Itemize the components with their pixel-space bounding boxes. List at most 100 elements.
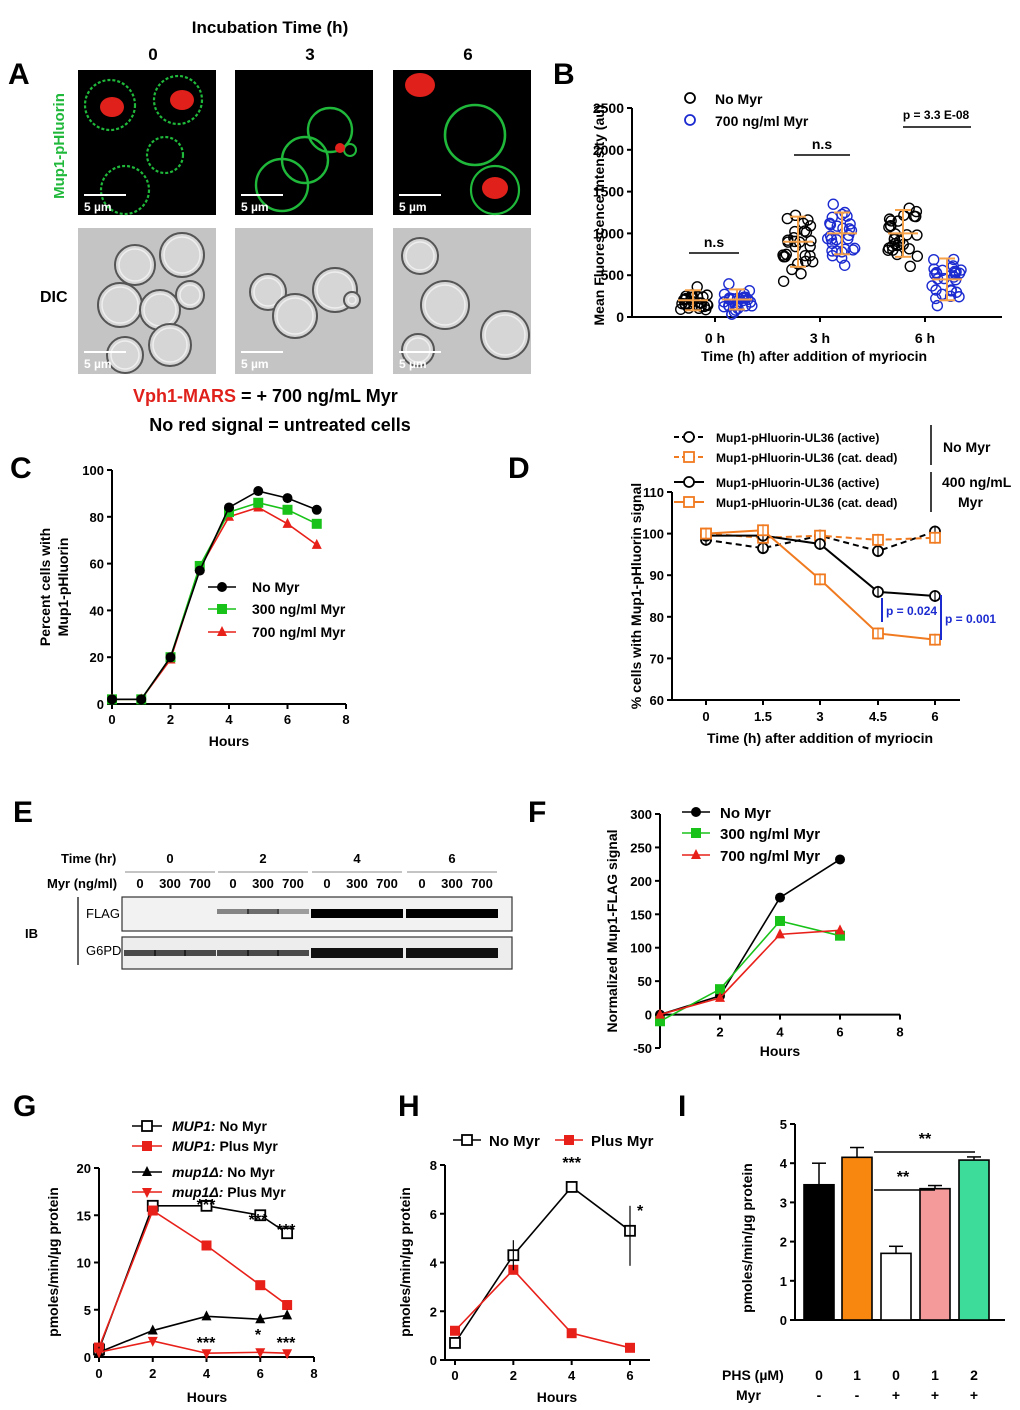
dose-label: 0	[323, 876, 330, 891]
legend-marker	[684, 92, 696, 104]
legend-marker	[142, 1188, 152, 1198]
dic-cell-halo	[347, 295, 357, 305]
myr-value: +	[970, 1387, 978, 1403]
annotation: p = 3.3 E-08	[903, 108, 970, 122]
phs-value: 0	[892, 1367, 900, 1383]
data-point	[254, 1209, 267, 1222]
data-point	[94, 1348, 104, 1359]
tick-label: 4	[776, 1025, 784, 1040]
scatter-point	[882, 244, 894, 256]
tick-label: 0	[645, 1008, 652, 1023]
panel-letter-e: E	[13, 796, 33, 829]
legend-marker	[141, 1120, 153, 1132]
tick-label: 0	[616, 309, 624, 325]
blot-band	[217, 909, 249, 914]
data-point	[282, 504, 293, 515]
dic-cell-halo	[163, 236, 201, 274]
blot-band	[341, 909, 373, 918]
scale-label: 5 µm	[84, 200, 112, 214]
data-point	[449, 1337, 461, 1349]
tick-label: 1	[780, 1274, 787, 1289]
data-point	[835, 924, 845, 935]
legend-group: Myr	[958, 494, 983, 510]
dose-label: 700	[376, 876, 398, 891]
blot-band	[247, 950, 279, 956]
tick-label: 0	[84, 1350, 91, 1365]
tick-label: 80	[90, 510, 104, 525]
dic-cell-halo	[276, 297, 314, 335]
data-point	[136, 694, 147, 705]
tick-label: 250	[630, 840, 652, 855]
y-axis-label: Normalized Mup1-FLAG signal	[604, 829, 620, 1032]
time-label: 0	[148, 45, 157, 64]
dic-cell-halo	[424, 284, 466, 326]
tick-label: 50	[638, 974, 652, 989]
legend-marker	[461, 1134, 473, 1146]
annotation: p = 0.024	[886, 604, 937, 618]
legend-marker	[217, 626, 227, 636]
blot-band	[277, 950, 309, 956]
tick-label: 300	[630, 807, 652, 822]
scatter-point	[885, 215, 897, 227]
legend-label: No Myr	[252, 579, 300, 595]
vacuole-signal	[405, 73, 435, 97]
data-point	[835, 854, 845, 865]
tick-label: 60	[650, 693, 664, 708]
y-axis-label: % cells with Mup1-pHluorin signal	[628, 483, 644, 709]
tick-label: 5	[780, 1117, 787, 1132]
scatter-point	[930, 267, 943, 280]
legend-marker	[683, 476, 695, 488]
category-label: 6 h	[915, 330, 935, 346]
scatter-point	[904, 260, 916, 273]
legend-marker	[683, 451, 695, 463]
phs-value: 1	[931, 1367, 939, 1383]
category-label: 0 h	[705, 330, 725, 346]
y-axis-label: pmoles/min/µg protein	[45, 1187, 61, 1337]
data-point	[715, 984, 725, 995]
data-point	[775, 892, 785, 903]
data-point	[201, 1240, 212, 1251]
ib-label: IB	[25, 926, 38, 941]
dic-cell-halo	[179, 284, 201, 306]
tick-label: 4	[225, 712, 233, 727]
data-point	[281, 1227, 294, 1240]
vacuole-signal	[482, 177, 508, 199]
scatter-point	[847, 244, 859, 256]
tick-label: 10	[77, 1256, 91, 1271]
tick-label: 100	[642, 527, 664, 542]
tick-label: 0	[702, 709, 709, 724]
annotation: n.s	[704, 234, 724, 250]
scatter-point	[789, 209, 802, 222]
scale-label: 5 µm	[399, 200, 427, 214]
tick-label: 6	[257, 1366, 264, 1381]
series-line	[659, 920, 841, 1022]
tick-label: 20	[90, 650, 104, 665]
scatter-point	[903, 202, 915, 214]
annotation: **	[919, 1131, 932, 1148]
data-point	[715, 991, 725, 1002]
panel-letter-i: I	[678, 1090, 686, 1123]
tick-label: 2	[167, 712, 174, 727]
tick-label: 2	[716, 1025, 723, 1040]
annotation: ***	[277, 1335, 296, 1352]
legend-label: Mup1-pHluorin-UL36 (cat. dead)	[716, 451, 897, 465]
annotation: *	[637, 1203, 644, 1220]
legend-label: No Myr	[489, 1133, 540, 1150]
data-point	[147, 1336, 158, 1347]
tick-label: 6	[626, 1368, 633, 1383]
scatter-point	[928, 253, 940, 266]
data-point	[282, 517, 293, 528]
tick-label: 6	[836, 1025, 843, 1040]
scatter-point	[799, 249, 811, 262]
tick-label: 4.5	[869, 709, 887, 724]
y-axis-label: pmoles/min/µg protein	[397, 1187, 413, 1337]
scatter-point	[807, 256, 819, 268]
dose-label: 0	[136, 876, 143, 891]
dose-label: 0	[229, 876, 236, 891]
tick-label: 4	[430, 1256, 438, 1271]
data-point	[775, 928, 785, 939]
y-axis-label: Percent cells with	[37, 528, 53, 646]
bar	[958, 1159, 990, 1321]
data-point	[565, 1181, 578, 1193]
myr-label: Myr	[736, 1387, 761, 1403]
